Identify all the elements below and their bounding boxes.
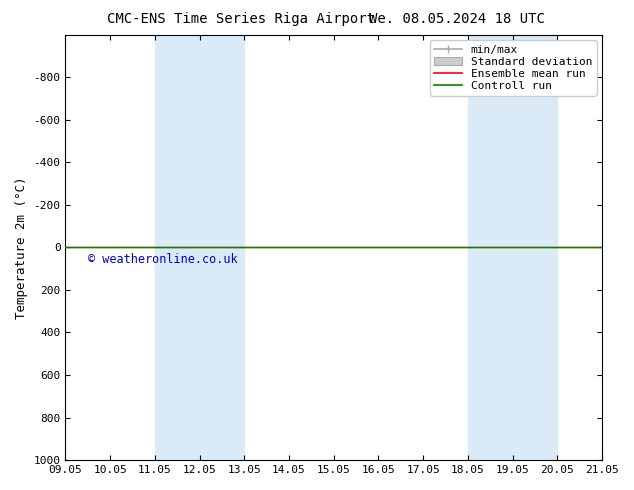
Text: CMC-ENS Time Series Riga Airport: CMC-ENS Time Series Riga Airport: [107, 12, 375, 26]
Text: We. 08.05.2024 18 UTC: We. 08.05.2024 18 UTC: [368, 12, 545, 26]
Legend: min/max, Standard deviation, Ensemble mean run, Controll run: min/max, Standard deviation, Ensemble me…: [429, 40, 597, 96]
Text: © weatheronline.co.uk: © weatheronline.co.uk: [87, 253, 237, 266]
Bar: [155, 35, 244, 460]
Y-axis label: Temperature 2m (°C): Temperature 2m (°C): [15, 176, 28, 318]
Bar: [468, 35, 557, 460]
